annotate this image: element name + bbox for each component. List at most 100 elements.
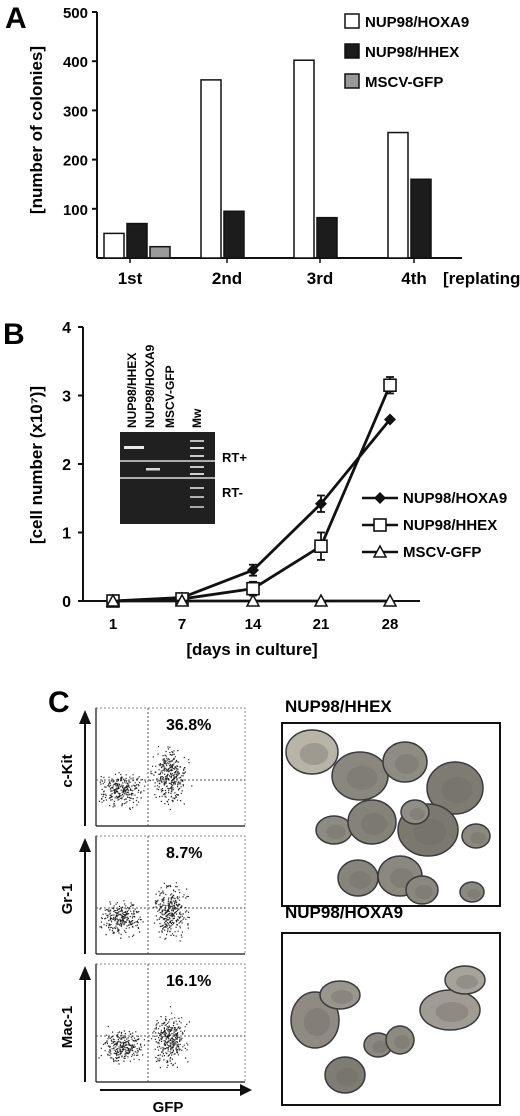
cell-nucleus bbox=[299, 743, 329, 765]
legend-label: MSCV-GFP bbox=[403, 544, 481, 561]
gel-band bbox=[190, 447, 204, 449]
gel-row-label: RT+ bbox=[222, 450, 247, 465]
y-arrowhead bbox=[79, 710, 91, 724]
cell-nucleus bbox=[346, 766, 378, 790]
flow-plot: 36.8% c-Kit bbox=[59, 707, 246, 827]
flow-dots bbox=[98, 1006, 190, 1069]
cell-nucleus bbox=[360, 813, 388, 835]
data-point-diamond bbox=[247, 564, 259, 577]
x-tick-label: 21 bbox=[313, 616, 330, 633]
gel-band bbox=[190, 466, 204, 468]
gel-band bbox=[146, 468, 160, 471]
y-axis-label: [cell number (x10⁷)] bbox=[27, 386, 46, 544]
quadrant-percent: 36.8% bbox=[166, 717, 211, 734]
gfp-arrowhead bbox=[240, 1084, 252, 1096]
legend-swatch bbox=[344, 73, 360, 89]
gel-row-label: RT- bbox=[222, 485, 243, 500]
data-point-diamond bbox=[315, 497, 327, 510]
y-tick-label: 100 bbox=[63, 202, 88, 219]
legend-label: NUP98/HOXA9 bbox=[365, 14, 469, 31]
y-arrowhead bbox=[79, 966, 91, 980]
micrograph-label: NUP98/HHEX bbox=[285, 697, 392, 716]
cell-nucleus bbox=[303, 1008, 331, 1036]
legend-label: MSCV-GFP bbox=[365, 74, 443, 91]
y-tick-label: 400 bbox=[63, 54, 88, 71]
cell bbox=[400, 799, 430, 825]
x-tick-label: 1 bbox=[109, 616, 117, 633]
x-tick-label: 4th bbox=[401, 269, 427, 288]
y-tick-label: 2 bbox=[62, 457, 71, 474]
y-tick-label: 200 bbox=[63, 153, 88, 170]
bar-nup98-hhex bbox=[410, 178, 432, 259]
cell bbox=[319, 980, 361, 1010]
cell-nucleus bbox=[413, 819, 447, 845]
data-point-triangle bbox=[105, 593, 121, 607]
gel-band bbox=[190, 440, 204, 442]
legend-label: NUP98/HHEX bbox=[365, 44, 459, 61]
y-axis-label: [number of colonies] bbox=[27, 46, 46, 214]
y-tick-label: 300 bbox=[63, 103, 88, 120]
legend-swatch bbox=[344, 13, 360, 29]
flow-plot-frame bbox=[95, 963, 246, 1083]
gel-lane-label: MSCV-GFP bbox=[163, 365, 177, 428]
gel-band bbox=[124, 446, 144, 449]
panel-b: B [cell number (x10⁷)] 0 1 2 3 4 1 7 14 21 28 [day… bbox=[0, 310, 520, 670]
bar-nup98-hoxa9 bbox=[103, 232, 125, 259]
data-point-diamond bbox=[384, 413, 396, 426]
gel-inset: NUP98/HHEX NUP98/HOXA9 MSCV-GFP Mw RT+ R… bbox=[120, 344, 247, 524]
flow-marker-label: c-Kit bbox=[59, 754, 76, 787]
data-point-triangle bbox=[382, 593, 398, 607]
x-axis-label: [days in culture] bbox=[186, 640, 317, 659]
cell bbox=[459, 881, 485, 903]
bar-nup98-hhex bbox=[316, 216, 338, 259]
y-tick-label: 0 bbox=[62, 594, 71, 611]
line-chart-cell-number: B [cell number (x10⁷)] 0 1 2 3 4 1 7 14 21 28 [day… bbox=[3, 318, 507, 659]
bar-mscv-gfp bbox=[149, 245, 171, 259]
cell bbox=[444, 965, 486, 995]
bar-chart-colonies: A [number of colonies] 500 400 300 200 100 1s… bbox=[5, 2, 520, 288]
cell-nucleus bbox=[470, 832, 486, 844]
cell-nucleus bbox=[326, 825, 346, 839]
gel-band bbox=[190, 506, 204, 508]
x-tick-label: 7 bbox=[178, 616, 186, 633]
y-tick-label: 1 bbox=[62, 526, 71, 543]
panel-c: C 36.8% c-Kit 8.7% Gr-1 16.1% Mac-1 GFP NUP98… bbox=[0, 680, 520, 1116]
legend-label: NUP98/HHEX bbox=[403, 517, 497, 534]
y-arrowhead bbox=[79, 838, 91, 852]
gfp-axis-label: GFP bbox=[153, 1099, 184, 1116]
panel-letter-c: C bbox=[48, 686, 70, 719]
cell bbox=[331, 751, 389, 801]
data-point-square bbox=[373, 518, 387, 532]
cell-nucleus bbox=[415, 885, 433, 899]
y-tick-label: 500 bbox=[63, 5, 88, 22]
bar-nup98-hoxa9 bbox=[200, 79, 222, 259]
cell-nucleus bbox=[456, 975, 478, 989]
cell bbox=[324, 1056, 366, 1094]
panel-letter-a: A bbox=[5, 2, 27, 35]
x-tick-label: 28 bbox=[382, 616, 399, 633]
data-point-diamond bbox=[374, 492, 386, 504]
data-point-square bbox=[314, 539, 328, 553]
cell-nucleus bbox=[336, 1068, 358, 1086]
cell-nucleus bbox=[349, 871, 371, 889]
quadrant-percent: 16.1% bbox=[166, 973, 211, 990]
panel-a: A [number of colonies] 500 400 300 200 100 1s… bbox=[0, 0, 520, 300]
cell bbox=[461, 823, 491, 849]
gel-lane-label: NUP98/HOXA9 bbox=[143, 344, 157, 428]
legend-label: NUP98/HOXA9 bbox=[403, 490, 507, 507]
cell bbox=[385, 1025, 415, 1055]
micrograph-label: NUP98/HOXA9 bbox=[285, 903, 403, 922]
flow-and-micrographs: C 36.8% c-Kit 8.7% Gr-1 16.1% Mac-1 GFP NUP98… bbox=[48, 686, 501, 1116]
bar-nup98-hoxa9 bbox=[387, 131, 409, 259]
panel-letter-b: B bbox=[3, 318, 25, 351]
data-point-triangle bbox=[245, 593, 261, 607]
gel-band bbox=[190, 496, 204, 498]
cell bbox=[382, 741, 428, 783]
flow-dots bbox=[99, 882, 190, 942]
gel-band bbox=[190, 455, 204, 457]
gel-band bbox=[190, 473, 204, 475]
x-tick-label: 14 bbox=[245, 616, 262, 633]
cell bbox=[405, 875, 439, 905]
data-point-triangle bbox=[174, 593, 190, 607]
cell-nucleus bbox=[467, 889, 481, 899]
